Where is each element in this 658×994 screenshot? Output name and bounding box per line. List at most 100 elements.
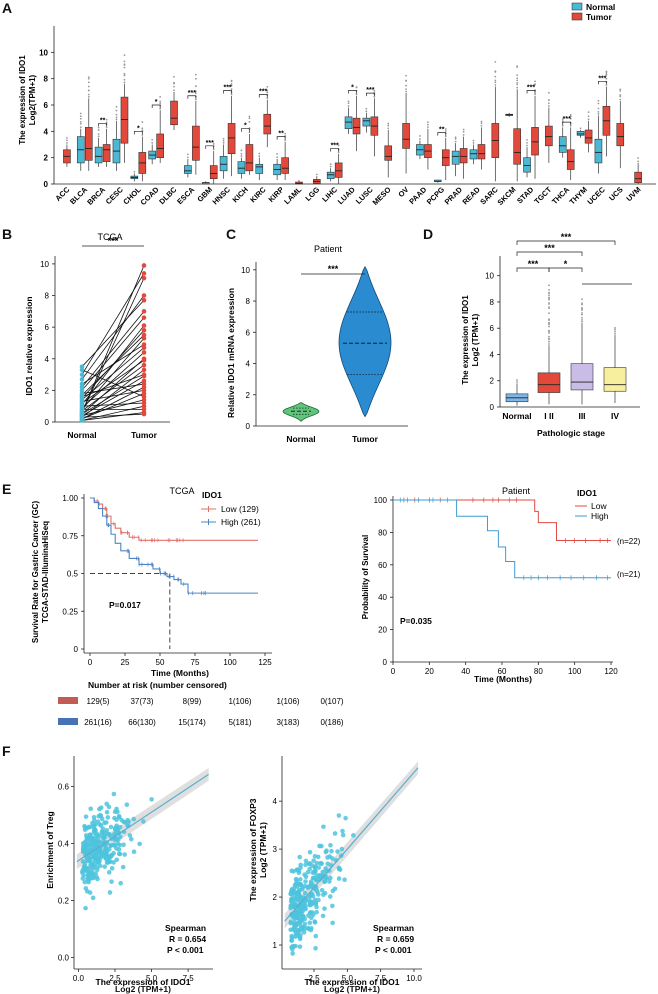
box-uvm-tumor-box (634, 171, 642, 183)
box-cesc-tumor-outlier (123, 72, 126, 75)
panel-e2-n-high: (n=21) (617, 570, 641, 579)
box-paad-tumor-outlier (427, 121, 429, 124)
pair-dot-tumor (141, 332, 147, 338)
box-kirc-tumor-outlier (266, 97, 269, 100)
panel-e1-xtick-label: 125 (258, 658, 272, 667)
stage-box-2-outlier (548, 337, 550, 340)
box-thym-normal-outlier (579, 127, 582, 130)
xtick-pcpg: PCPG (425, 185, 447, 207)
panel-d-sig-star: *** (528, 259, 539, 269)
stage-box-2-outlier (548, 343, 550, 345)
sig-bracket-thca (562, 121, 572, 126)
panel-e-km-tcga: TCGA Survival Rate for Gastric Cancer (G… (31, 486, 344, 727)
box-brca-tumor-outlier (105, 118, 108, 121)
box-blca-tumor-outlier (87, 76, 90, 79)
box-ucs-tumor-box (616, 123, 625, 147)
box-dlbc-tumor-outlier (173, 89, 175, 92)
panel-e2-xtick-label: 0 (391, 667, 396, 676)
panel-a-ytick-label: 0 (44, 180, 49, 189)
box-esca-tumor-outlier (194, 90, 197, 93)
scatter-point (107, 833, 113, 838)
box-lusc-tumor-outlier (373, 89, 376, 92)
scatter-ytick-label: 4 (273, 797, 278, 806)
stage-box-4-outlier (614, 330, 616, 333)
box-skcm-tumor-box (513, 128, 521, 165)
scatter-point (91, 830, 97, 835)
pair-line (81, 412, 145, 421)
scatter-xtick-label: 5.0 (146, 974, 158, 983)
scatter-point (90, 840, 96, 846)
panel-b-ytick-label: 4 (45, 355, 50, 364)
panel-b-xtick-normal: Normal (67, 430, 96, 440)
box-hnsc-tumor-outlier (230, 84, 233, 87)
scatter-point (89, 875, 94, 881)
sig-star-thca: *** (563, 116, 571, 123)
panel-e1-ylabel-2: TCGA-STAD-IlluminaHiSeq (41, 521, 50, 623)
stage-box-3-outlier (581, 307, 583, 309)
panel-d-sig-star: *** (544, 243, 555, 253)
scatter-point (88, 806, 94, 812)
scatter-point (314, 904, 319, 910)
scatter-ytick-label: 2 (273, 893, 278, 902)
risk-high-cell: 5(181) (228, 718, 251, 727)
box-kirc-normal-box (255, 163, 264, 174)
pair-dot-tumor (141, 367, 147, 373)
box-kirc-normal-outlier (258, 152, 261, 155)
scatter-point (303, 879, 308, 884)
scatter-point (86, 858, 92, 864)
xtick-lgg: LGG (303, 185, 321, 203)
scatter-point (297, 919, 302, 924)
sig-bracket-brca (98, 123, 107, 127)
box-tgct-tumor-outlier (547, 91, 550, 94)
pair-line (81, 402, 145, 407)
scatter-point (109, 866, 115, 871)
scatter-point (108, 843, 114, 848)
panel-d-ytick-label: 6 (490, 324, 495, 333)
scatter-point (323, 875, 329, 881)
scatter-point (289, 888, 295, 893)
box-gbm-tumor-outlier (212, 143, 215, 145)
box-cesc-tumor-outlier (123, 60, 126, 63)
panel-f1-stat-r: R = 0.654 (169, 934, 206, 944)
box-paad-tumor-outlier (427, 123, 429, 126)
box-ucec-normal-outlier (597, 113, 600, 115)
pair-line (81, 364, 145, 412)
km2-curve-low (393, 499, 611, 541)
box-thym-tumor-outlier (587, 118, 590, 121)
legend-normal-swatch (571, 2, 583, 11)
panel-e2-xtick-label: 60 (498, 667, 507, 676)
panel-d-xlabel: Pathologic stage (537, 428, 605, 438)
box-sarc-tumor-outlier (494, 81, 497, 84)
stage-box-2-outlier (548, 294, 550, 297)
scatter-point (329, 848, 334, 854)
risk-high-cell: 15(174) (178, 718, 206, 727)
xtick-cesc: CESC (104, 185, 126, 207)
sig-star-kirp: ** (278, 131, 284, 138)
scatter-point (308, 879, 314, 884)
pair-dot-normal (79, 381, 85, 387)
scatter-point (294, 922, 299, 928)
stage-box-2-outlier (548, 298, 550, 301)
scatter-point (100, 835, 106, 841)
sig-bracket-lusc (366, 92, 375, 97)
xtick-skcm: SKCM (496, 185, 518, 207)
scatter-point (297, 944, 303, 949)
box-cesc-tumor-outlier (123, 81, 126, 84)
box-coad-tumor-outlier (159, 100, 162, 103)
scatter-point (315, 854, 321, 860)
pair-dot-tumor (141, 407, 147, 412)
scatter-point (98, 839, 103, 845)
scatter-point (312, 897, 318, 903)
panel-c-xtick-tumor: Tumor (352, 434, 379, 444)
xtick-dlbc: DLBC (157, 185, 179, 207)
scatter-point (115, 837, 121, 843)
sig-bracket-kirp (276, 136, 286, 140)
km-curve-low (90, 497, 258, 541)
panel-c-violin: Patient Relative IDO1 mRNA expression 0 2… (226, 244, 408, 444)
box-kich-normal-outlier (240, 149, 243, 152)
box-thca-tumor-outlier (569, 117, 572, 120)
risk-low-swatch (58, 697, 78, 704)
pair-line (81, 358, 145, 415)
panel-e2-ylabel: Probability of Survival (361, 535, 370, 619)
xtick-laml: LAML (282, 185, 303, 206)
